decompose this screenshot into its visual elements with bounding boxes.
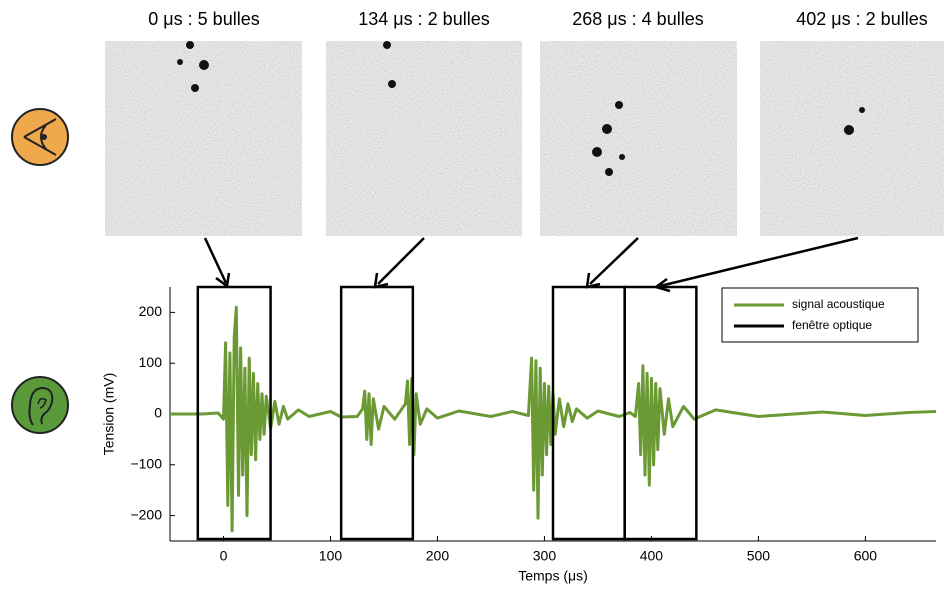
image-panels — [105, 41, 944, 236]
x-tick-label: 100 — [319, 548, 343, 564]
panel-title: 134 μs : 2 bulles — [358, 9, 489, 29]
image-panel — [105, 41, 302, 236]
x-tick-label: 400 — [640, 548, 664, 564]
panel-title: 402 μs : 2 bulles — [796, 9, 927, 29]
optical-window — [196, 285, 272, 541]
x-tick-label: 0 — [220, 548, 228, 564]
legend-box — [721, 287, 919, 343]
panel-title: 268 μs : 4 bulles — [572, 9, 703, 29]
x-axis-label: Temps (μs) — [518, 568, 588, 584]
x-tick-label: 500 — [747, 548, 771, 564]
signal-line — [170, 305, 937, 533]
x-tick-label: 600 — [854, 548, 878, 564]
eye-icon — [11, 108, 69, 166]
arrows — [203, 236, 859, 293]
optical-window — [339, 285, 415, 541]
panel-title: 0 μs : 5 bulles — [148, 9, 259, 29]
image-panel — [760, 41, 944, 236]
y-axis-label: Tension (mV) — [101, 373, 117, 455]
x-tick-label: 200 — [426, 548, 450, 564]
y-tick-label: −100 — [130, 456, 162, 472]
plot: −200 −100 0 100 200 0 100 200 300 400 500 600 signal… — [130, 285, 937, 564]
y-tick-label: 0 — [154, 405, 162, 421]
image-panel — [540, 41, 737, 236]
bubbles — [177, 41, 865, 176]
ear-icon — [11, 376, 69, 434]
y-tick-label: 200 — [139, 303, 163, 319]
optical-window — [551, 285, 626, 541]
optical-window — [623, 285, 698, 541]
y-tick-label: −200 — [130, 506, 162, 522]
x-tick-label: 300 — [533, 548, 557, 564]
image-panel — [326, 41, 522, 236]
legend-label: fenêtre optique — [792, 318, 872, 332]
y-tick-label: 100 — [139, 354, 163, 370]
legend-label: signal acoustique — [792, 297, 885, 311]
